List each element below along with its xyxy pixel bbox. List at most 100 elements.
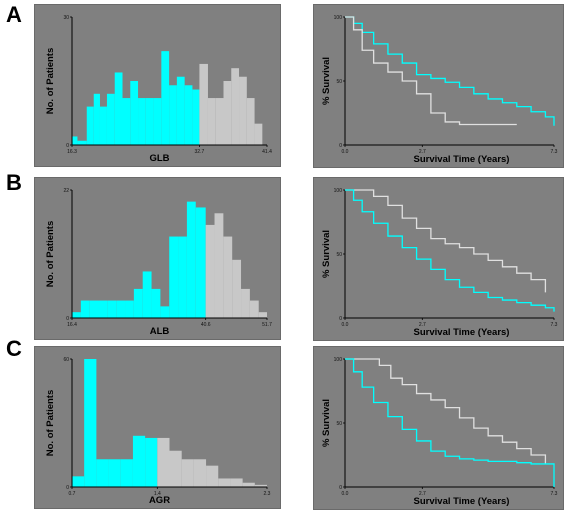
histogram-bar (145, 437, 158, 487)
histogram-glb-panel: 16.3 32.7 41.4 0 30 GLB No. of Patients (34, 4, 281, 167)
survival-curve (345, 189, 547, 293)
y-tick-label: 0 (339, 485, 342, 491)
histogram-bar (160, 306, 170, 318)
histogram-bar (84, 359, 97, 487)
y-tick-label: 100 (334, 357, 343, 363)
histogram-bar (169, 236, 179, 318)
y-tick-label: 30 (63, 15, 69, 21)
histogram-bar (89, 300, 99, 318)
survival-curve (345, 189, 555, 312)
x-tick-label: 16.3 (67, 149, 77, 155)
survival-curve (345, 358, 555, 487)
x-tick-label: 7.3 (551, 322, 558, 328)
histogram-bar (72, 476, 85, 487)
x-tick-label: 2.7 (419, 149, 426, 155)
histogram-bar (80, 300, 90, 318)
histogram-bar (120, 459, 133, 487)
survival-agr-panel: 0.0 2.7 7.3 0 50 100 Survival Time (Years) % Su… (313, 346, 564, 510)
histogram-bar (125, 300, 134, 318)
x-axis-title: Survival Time (Years) (414, 154, 510, 165)
histogram-bar (181, 459, 194, 487)
x-axis-title: AGR (149, 495, 170, 506)
x-tick-label: 41.4 (262, 149, 272, 155)
histogram-bar (151, 288, 161, 318)
x-tick-label: 0.0 (342, 491, 349, 497)
x-tick-label: 32.7 (195, 149, 205, 155)
histogram-bar (93, 93, 100, 145)
histogram-bar (232, 259, 242, 318)
y-tick-label: 0 (339, 143, 342, 149)
y-tick-label: 50 (336, 252, 342, 258)
y-tick-label: 0 (66, 316, 69, 322)
histogram-alb: 16.4 40.6 51.7 0 22 ALB No. of Patients (45, 188, 272, 337)
panel-letter-b: B (6, 170, 22, 195)
x-tick-label: 51.7 (262, 322, 272, 328)
x-axis-title: Survival Time (Years) (414, 327, 510, 338)
histogram-bar (169, 450, 182, 487)
y-axis-title: % Survival (321, 57, 332, 105)
histogram-bar (184, 85, 193, 145)
panel-letter-a: A (6, 2, 22, 27)
survival-curve (345, 16, 555, 126)
histogram-bar (108, 459, 121, 487)
histogram-bar (254, 123, 263, 145)
histogram-bar (116, 300, 126, 318)
histogram-bar (169, 85, 177, 145)
histogram-bar (178, 236, 187, 318)
survival-glb-panel: 0.0 2.7 7.3 0 50 100 Survival Time (Years) % Su… (313, 4, 564, 168)
histogram-agr: 0.7 1.4 2.3 0 60 AGR No. of Patients (45, 357, 271, 506)
histogram-bar (193, 459, 207, 487)
survival-alb-panel: 0.0 2.7 7.3 0 50 100 Survival Time (Years) % Su… (313, 177, 564, 341)
histogram-bar (214, 213, 224, 318)
histogram-bar (145, 98, 154, 145)
histogram-bar (130, 81, 139, 145)
histogram-bar (157, 437, 170, 487)
histogram-bar (99, 106, 107, 145)
survival-curve (345, 16, 517, 126)
histogram-bar (246, 98, 255, 145)
y-axis-title: % Survival (321, 399, 332, 447)
y-axis-title: No. of Patients (45, 221, 56, 288)
histogram-bar (205, 224, 215, 318)
histogram-bar (98, 300, 108, 318)
y-axis-title: % Survival (321, 230, 332, 278)
y-tick-label: 50 (336, 79, 342, 85)
histogram-bar (142, 271, 152, 318)
histogram-bar (242, 482, 255, 487)
histogram-glb: 16.3 32.7 41.4 0 30 GLB No. of Patients (45, 15, 272, 164)
x-tick-label: 2.7 (419, 322, 426, 328)
histogram-agr-panel: 0.7 1.4 2.3 0 60 AGR No. of Patients (34, 346, 281, 509)
y-tick-label: 0 (66, 143, 69, 149)
histogram-bar (199, 63, 208, 145)
histogram-bar (72, 312, 81, 318)
y-axis-title: No. of Patients (45, 390, 56, 457)
histogram-bar (239, 76, 247, 145)
x-tick-label: 2.7 (419, 491, 426, 497)
histogram-bar (258, 312, 267, 318)
histogram-bar (206, 465, 219, 487)
histogram-bar (107, 300, 117, 318)
survival-curve (345, 358, 547, 464)
panel-letter-c: C (6, 336, 22, 361)
histogram-bar (86, 106, 94, 145)
histogram-bar (231, 68, 240, 145)
x-tick-label: 7.3 (551, 149, 558, 155)
y-axis-title: No. of Patients (45, 48, 56, 115)
histogram-bar (230, 478, 243, 487)
histogram-bar (241, 288, 250, 318)
histogram-bar (176, 76, 185, 145)
histogram-bar (122, 98, 131, 145)
survival-curve-glb: 0.0 2.7 7.3 0 50 100 Survival Time (Years) % Su… (321, 15, 558, 165)
x-tick-label: 16.4 (67, 322, 77, 328)
histogram-bar (161, 51, 170, 146)
y-tick-label: 50 (336, 421, 342, 427)
x-axis-title: GLB (149, 153, 169, 164)
y-tick-label: 100 (334, 188, 343, 194)
x-tick-label: 7.3 (551, 491, 558, 497)
y-tick-label: 0 (66, 485, 69, 491)
histogram-bar (254, 484, 267, 487)
histogram-bar (218, 478, 231, 487)
histogram-bar (153, 98, 162, 145)
histogram-bar (195, 207, 206, 318)
x-axis-title: ALB (150, 326, 170, 337)
